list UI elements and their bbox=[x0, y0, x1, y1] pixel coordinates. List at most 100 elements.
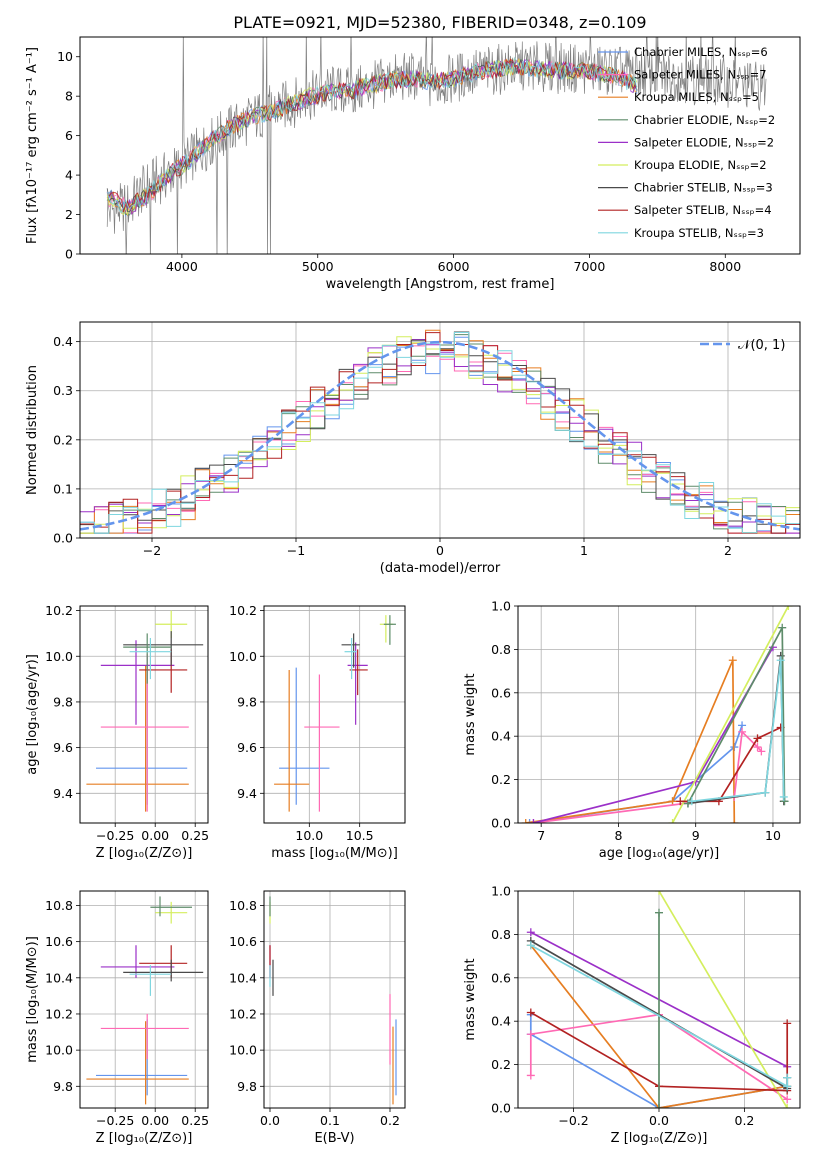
series-marker bbox=[753, 734, 762, 743]
series-marker bbox=[655, 1104, 663, 1108]
axes-frame bbox=[79, 321, 801, 539]
x-axis-label: E(B-V) bbox=[314, 1131, 354, 1146]
x-tick-label: 0.2 bbox=[380, 1113, 400, 1128]
y-tick-label: 0.6 bbox=[491, 970, 511, 985]
x-tick-label: 0 bbox=[436, 543, 444, 558]
legend-entry: Salpeter STELIB, Nₛₛₚ=4 bbox=[634, 203, 772, 217]
model-spectrum bbox=[106, 56, 638, 214]
y-tick-label: 0 bbox=[65, 247, 73, 262]
y-tick-label: 10.6 bbox=[45, 934, 73, 949]
y-tick-label: 2 bbox=[65, 207, 73, 222]
x-tick-label: 0.0 bbox=[260, 1113, 280, 1128]
series-marker bbox=[655, 908, 663, 917]
x-axis-label: (data-model)/error bbox=[380, 561, 501, 576]
x-tick-label: 0.0 bbox=[649, 1113, 669, 1128]
y-tick-label: 9.4 bbox=[237, 786, 257, 801]
data-point bbox=[123, 631, 204, 666]
y-tick-label: 10.2 bbox=[229, 603, 257, 618]
axes-frame bbox=[79, 36, 801, 255]
series-marker bbox=[526, 1030, 535, 1039]
y-tick-label: 0.2 bbox=[491, 1057, 511, 1072]
y-axis-label: Flux [fλ10⁻¹⁷ erg cm⁻² s⁻¹ A⁻¹] bbox=[25, 47, 40, 244]
x-axis-label: mass [log₁₀(M/M⊙)] bbox=[271, 846, 398, 861]
series-marker bbox=[779, 792, 788, 801]
y-tick-label: 9.8 bbox=[53, 1079, 73, 1094]
y-tick-label: 0.0 bbox=[53, 531, 73, 546]
figure-title: PLATE=0921, MJD=52380, FIBERID=0348, z=0… bbox=[233, 13, 646, 32]
y-tick-label: 0.2 bbox=[53, 432, 73, 447]
plot-area bbox=[274, 615, 396, 812]
x-tick-label: −0.2 bbox=[558, 1113, 588, 1128]
panel-mass-weight-vs-Z: −0.2 0.0 0.2 0.0 0.2 0.4 0.6 0.8 1.0 Z [log₁₀(Z/Z… bbox=[463, 884, 801, 1146]
y-tick-label: 10 bbox=[57, 49, 73, 64]
axes-frame bbox=[263, 890, 406, 1109]
x-tick-label: 8000 bbox=[709, 259, 741, 274]
y-tick-label: 10.2 bbox=[229, 1006, 257, 1021]
panel-spectrum: 4000 5000 6000 7000 8000 0 2 4 6 8 10 wavelength [A… bbox=[25, 36, 801, 292]
x-tick-label: 5000 bbox=[302, 259, 334, 274]
y-axis-label: mass [log₁₀(M/M⊙)] bbox=[25, 936, 40, 1063]
axes-frame bbox=[79, 890, 209, 1109]
y-tick-label: 0.2 bbox=[491, 772, 511, 787]
legend-entry: Chabrier MILES, Nₛₛₚ=6 bbox=[634, 45, 768, 59]
y-tick-label: 9.8 bbox=[237, 1079, 257, 1094]
weight-series bbox=[526, 941, 792, 1091]
x-tick-label: −2 bbox=[143, 543, 161, 558]
x-tick-label: −0.25 bbox=[96, 1113, 134, 1128]
series-marker bbox=[783, 1104, 792, 1108]
x-tick-label: 0.25 bbox=[181, 1113, 209, 1128]
weight-series bbox=[687, 656, 788, 806]
x-tick-label: 2 bbox=[724, 543, 732, 558]
y-tick-label: 9.8 bbox=[53, 694, 73, 709]
weight-series bbox=[525, 721, 747, 823]
data-point bbox=[379, 615, 393, 643]
x-tick-label: 6000 bbox=[438, 259, 470, 274]
x-tick-label: 8 bbox=[614, 828, 622, 843]
y-tick-label: 10.4 bbox=[45, 970, 73, 985]
series-line bbox=[530, 944, 788, 1108]
x-tick-label: 7000 bbox=[574, 259, 606, 274]
series-marker bbox=[525, 819, 534, 823]
plot-area bbox=[86, 896, 204, 1105]
data-point bbox=[100, 653, 189, 812]
y-tick-label: 10.8 bbox=[229, 898, 257, 913]
x-tick-label: −1 bbox=[287, 543, 305, 558]
legend-entry: Salpeter MILES, Nₛₛₚ=7 bbox=[634, 68, 767, 82]
series-marker bbox=[529, 819, 538, 823]
x-tick-label: −0.25 bbox=[96, 828, 134, 843]
series-marker bbox=[783, 1073, 792, 1082]
series-marker bbox=[783, 1019, 792, 1028]
panel-age-vs-Z: −0.25 0.00 0.25 9.4 9.6 9.8 10.0 10.2 Z [log₁₀(Z… bbox=[25, 603, 209, 861]
series-line bbox=[533, 730, 763, 823]
series-marker bbox=[780, 797, 789, 806]
y-tick-label: 10.8 bbox=[45, 898, 73, 913]
weight-series bbox=[668, 606, 793, 823]
y-tick-label: 10.0 bbox=[45, 1043, 73, 1058]
data-point bbox=[341, 633, 360, 668]
axes-frame bbox=[79, 605, 209, 824]
series-marker bbox=[521, 819, 530, 823]
series-marker bbox=[778, 623, 787, 632]
y-tick-label: 0.3 bbox=[53, 383, 73, 398]
series-marker bbox=[526, 1071, 535, 1080]
series-line bbox=[530, 1011, 789, 1092]
series-line bbox=[658, 891, 788, 1108]
x-axis-label: Z [log₁₀(Z/Z⊙)] bbox=[96, 1131, 193, 1146]
y-axis-label: age [log₁₀(age/yr)] bbox=[25, 654, 40, 775]
y-tick-label: 1.0 bbox=[491, 884, 511, 899]
y-tick-label: 0.0 bbox=[491, 816, 511, 831]
legend-entry: Kroupa STELIB, Nₛₛₚ=3 bbox=[634, 226, 764, 240]
legend-entry: Kroupa ELODIE, Nₛₛₚ=2 bbox=[634, 158, 767, 172]
weight-series bbox=[529, 727, 766, 823]
legend: Chabrier MILES, Nₛₛₚ=6 Salpeter MILES, Nₛ… bbox=[598, 45, 775, 240]
data-point bbox=[349, 649, 368, 696]
y-tick-label: 10.2 bbox=[45, 603, 73, 618]
y-tick-label: 10.6 bbox=[229, 934, 257, 949]
data-point bbox=[96, 656, 188, 805]
series-marker bbox=[730, 819, 739, 823]
series-marker bbox=[668, 819, 677, 823]
x-tick-label: 0.00 bbox=[141, 828, 169, 843]
weight-series bbox=[529, 643, 777, 823]
series-marker bbox=[757, 747, 766, 756]
